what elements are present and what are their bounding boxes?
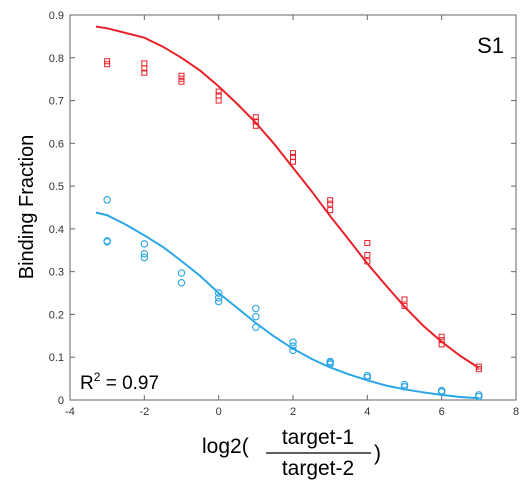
data-point-circle	[214, 294, 223, 302]
x-label-suffix: )	[374, 442, 381, 465]
data-point-circle	[177, 279, 186, 287]
y-tick-label: 0.3	[49, 267, 64, 279]
data-point-square	[364, 258, 371, 265]
y-tick-label: 0.9	[49, 10, 64, 22]
data-point-circle	[252, 323, 260, 332]
data-point-square	[364, 251, 371, 258]
r-squared-annotation: R2 = 0.97	[80, 370, 159, 394]
y-tick-label: 0.1	[49, 352, 64, 364]
y-axis-label: Binding Fraction	[16, 135, 38, 280]
x-tick-label: 2	[290, 406, 296, 418]
data-point-circle	[140, 249, 149, 258]
y-tick-label: 0.8	[49, 53, 64, 65]
data-point-square	[327, 200, 334, 207]
data-point-circle	[437, 388, 446, 396]
data-point-square	[290, 150, 296, 157]
fit-curve-red	[95, 25, 480, 369]
y-tick-label: 0.2	[49, 309, 64, 321]
data-point-square	[141, 60, 148, 67]
r-squared-value: = 0.97	[100, 373, 159, 394]
x-tick-label: 4	[364, 406, 370, 418]
x-tick-label: 0	[216, 406, 222, 418]
data-point-circle	[140, 253, 149, 262]
y-tick-label: 0	[58, 395, 64, 407]
data-point-circle	[289, 338, 297, 346]
data-point-square	[252, 122, 259, 129]
x-tick-label: -4	[65, 406, 75, 418]
data-point-circle	[252, 312, 260, 321]
data-point-circle	[400, 380, 409, 389]
data-point-circle	[289, 342, 297, 350]
y-tick-label: 0.4	[49, 224, 64, 236]
data-point-circle	[363, 373, 372, 382]
plot-frame	[69, 14, 517, 401]
data-point-circle	[214, 289, 223, 297]
data-point-circle	[177, 269, 186, 277]
data-point-square	[327, 197, 334, 204]
y-tick-label: 0.7	[49, 96, 64, 108]
x-label-prefix: log2(	[202, 435, 249, 458]
y-tick-label: 0.5	[49, 181, 64, 193]
data-point-circle	[326, 360, 334, 368]
data-points	[103, 58, 483, 401]
data-point-circle	[103, 237, 111, 245]
data-point-circle	[289, 346, 297, 355]
data-point-square	[401, 296, 408, 303]
data-point-square	[290, 154, 296, 161]
data-point-square	[215, 97, 222, 104]
data-point-square	[327, 207, 334, 214]
r-squared-r: R	[80, 373, 94, 394]
data-point-circle	[103, 196, 111, 204]
data-point-square	[438, 337, 445, 344]
data-point-square	[364, 240, 371, 247]
x-label-denominator: target-2	[282, 457, 354, 480]
data-point-square	[475, 363, 482, 370]
x-axis-label: log2( target-1 target-2 )	[202, 426, 381, 480]
x-axis-ticks: -4 -2 0 2 4 6 8	[65, 15, 519, 418]
data-point-square	[141, 69, 148, 76]
panel-label: S1	[477, 33, 504, 58]
x-tick-label: 6	[439, 406, 445, 418]
data-point-square	[252, 118, 259, 125]
data-point-circle	[214, 297, 223, 306]
data-point-circle	[252, 304, 260, 313]
x-tick-label: 8	[513, 406, 519, 418]
data-point-circle	[400, 382, 409, 391]
y-axis-ticks: 0 0.1 0.2 0.3 0.4 0.5 0.6 0.7 0.8 0.9	[49, 10, 516, 407]
fit-curve-blue	[95, 211, 479, 400]
data-point-circle	[140, 240, 149, 248]
data-point-square	[438, 333, 445, 340]
data-point-square	[438, 341, 445, 348]
data-point-square	[215, 92, 222, 99]
data-point-square	[178, 72, 185, 79]
r-squared-superscript: 2	[94, 370, 101, 384]
data-point-square	[401, 302, 408, 309]
data-point-circle	[475, 392, 483, 401]
fit-curves	[95, 25, 480, 400]
data-point-square	[104, 58, 111, 65]
x-label-numerator: target-1	[282, 426, 354, 449]
data-point-square	[215, 88, 222, 95]
x-tick-label: -2	[139, 406, 149, 418]
data-point-square	[252, 114, 259, 121]
y-tick-label: 0.6	[49, 138, 64, 150]
